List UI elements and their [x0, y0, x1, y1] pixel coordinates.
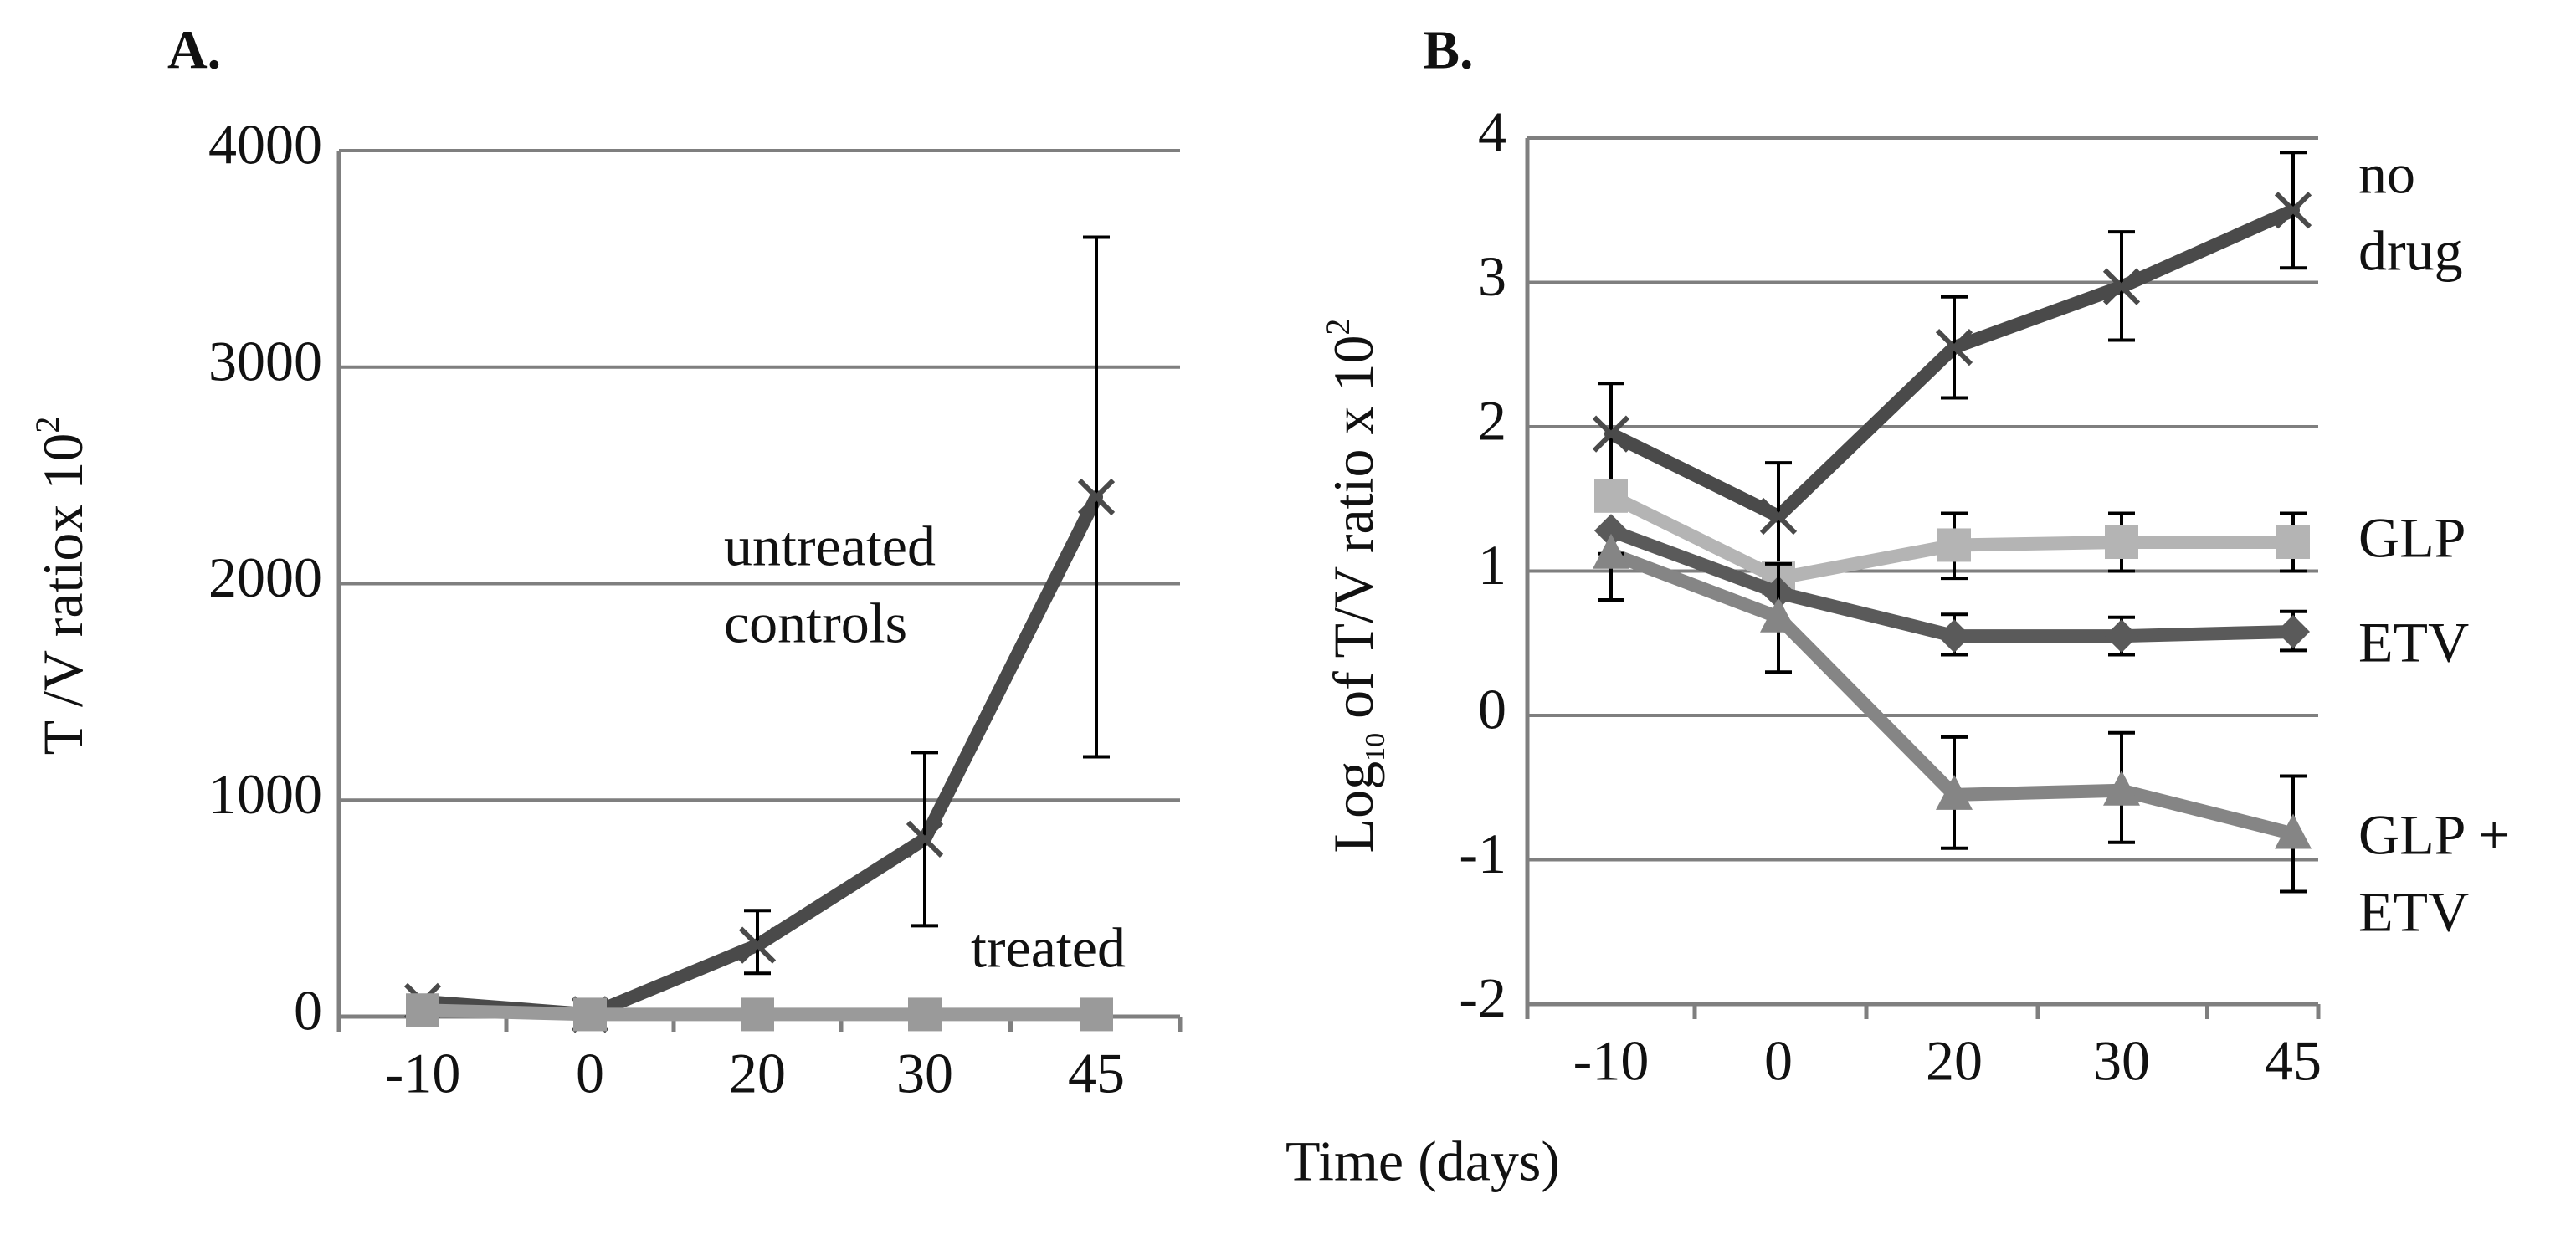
data-point — [2103, 770, 2140, 806]
y-axis-title: Log10 of T/V ratio x 102 — [1319, 319, 1391, 853]
series-label: untreated — [724, 515, 936, 578]
y-tick-label: 4000 — [208, 113, 322, 177]
y-tick-label: -2 — [1459, 966, 1506, 1030]
data-point — [2275, 813, 2312, 849]
y-tick-label: -1 — [1459, 822, 1506, 885]
panel-a-chart: A. 0 1000 2000 3000 4000 -10 0 20 30 45 T /V ratiox… — [28, 19, 1183, 1105]
data-point — [573, 997, 607, 1032]
data-point — [2274, 192, 2312, 229]
series-label: no — [2358, 142, 2415, 206]
data-point — [1935, 329, 1973, 366]
series-glp-etv — [1593, 533, 2312, 894]
data-point — [908, 997, 942, 1032]
y-axis-title-subscript: 10 — [1360, 733, 1391, 761]
x-tick-label: -10 — [385, 1042, 461, 1105]
series-label: controls — [724, 592, 907, 655]
data-point — [406, 993, 439, 1027]
data-point-stroke-b — [906, 820, 944, 858]
y-tick-label: 0 — [1478, 678, 1506, 741]
series-label: drug — [2358, 219, 2463, 283]
panel-label: A. — [167, 19, 221, 80]
data-point — [1594, 479, 1628, 513]
data-point — [1593, 533, 1629, 569]
y-tick-label: 2000 — [208, 546, 322, 609]
data-point-stroke-b — [738, 926, 777, 964]
y-axis-title: T /V ratiox 102 — [28, 417, 95, 756]
data-point-stroke-b — [1759, 497, 1798, 536]
data-point — [2102, 268, 2141, 305]
data-point — [906, 820, 944, 858]
panel-label: B. — [1423, 19, 1474, 80]
data-point — [1937, 528, 1971, 562]
x-tick-label: 20 — [729, 1042, 786, 1105]
y-tick-label: 3000 — [208, 329, 322, 392]
y-tick-label: 0 — [294, 979, 322, 1043]
series-label: ETV — [2358, 880, 2469, 944]
x-tick-label: 30 — [2093, 1029, 2150, 1093]
data-point-stroke-b — [2102, 268, 2141, 305]
x-tick-label: 45 — [2265, 1029, 2322, 1093]
series-label: GLP + — [2358, 803, 2510, 867]
data-point — [1080, 997, 1113, 1032]
data-point-stroke-b — [1592, 415, 1630, 453]
data-point — [1077, 478, 1116, 516]
series-etv — [1594, 514, 2310, 657]
y-axis-title-main: of T/V ratio x 10 — [1321, 336, 1385, 733]
y-tick-label: 3 — [1478, 244, 1506, 308]
y-tick-label: 2 — [1478, 389, 1506, 453]
data-point — [1594, 514, 1628, 548]
data-point-stroke-b — [2274, 192, 2312, 229]
data-point — [738, 926, 777, 964]
series-label: treated — [971, 916, 1126, 980]
y-tick-label: 1 — [1478, 533, 1506, 597]
x-tick-label: 0 — [576, 1042, 604, 1105]
x-tick-label: 20 — [1926, 1029, 1983, 1093]
series-treated — [406, 993, 1113, 1032]
series-label: ETV — [2358, 611, 2469, 674]
y-axis-title-main: T /V ratiox 10 — [31, 433, 95, 756]
x-tick-label: 45 — [1068, 1042, 1125, 1105]
data-point — [741, 997, 774, 1032]
data-point — [1760, 597, 1797, 633]
series-line — [1604, 203, 2300, 523]
data-point-stroke-b — [1935, 329, 1973, 366]
data-point — [1937, 619, 1971, 653]
series-no-drug — [1592, 151, 2312, 573]
y-axis-title-superscript: 2 — [1319, 319, 1357, 336]
data-point — [2276, 525, 2310, 559]
data-point — [1936, 774, 1973, 810]
x-tick-label: 30 — [896, 1042, 953, 1105]
series-label: GLP — [2358, 506, 2466, 570]
series-glp — [1594, 479, 2310, 596]
x-tick-label: -10 — [1573, 1029, 1650, 1093]
data-point — [2105, 525, 2138, 559]
data-point — [1592, 415, 1630, 453]
data-point — [2105, 619, 2138, 653]
y-tick-label: 1000 — [208, 762, 322, 826]
y-axis-title-prefix: Log — [1321, 761, 1385, 853]
data-point — [2276, 614, 2310, 648]
data-point-stroke-b — [1077, 478, 1116, 516]
x-tick-label: 0 — [1764, 1029, 1793, 1093]
y-axis-title-superscript: 2 — [28, 417, 66, 433]
y-tick-label: 4 — [1478, 100, 1506, 164]
data-point — [1759, 497, 1798, 536]
x-axis-title: Time (days) — [1285, 1130, 1560, 1193]
